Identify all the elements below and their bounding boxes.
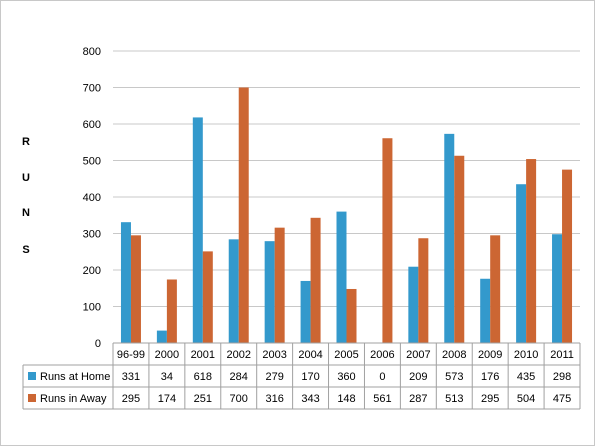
bar-runs-at-home [192, 117, 203, 344]
x-tick-label: 2002 [226, 349, 250, 361]
bar-runs-at-home [444, 133, 455, 343]
bar-runs-in-away [526, 159, 537, 343]
data-label: 279 [265, 371, 283, 383]
data-label: 209 [409, 371, 427, 383]
data-label: 287 [409, 393, 427, 405]
y-axis-label-letter: U [22, 172, 30, 184]
bar-runs-at-home [156, 330, 167, 343]
data-label: 298 [553, 371, 571, 383]
bar-runs-in-away [238, 87, 249, 343]
y-tick-label: 400 [83, 192, 101, 204]
y-tick-label: 800 [83, 46, 101, 58]
data-label: 284 [230, 371, 248, 383]
data-table: 96-99 2000 2001 2002 2003 2004 2005 2006 2007 200… [22, 342, 581, 410]
bar-runs-in-away [418, 238, 429, 343]
legend-label: Runs in Away [40, 393, 107, 405]
x-tick-label: 2000 [155, 349, 179, 361]
y-axis-label-letter: R [22, 136, 30, 148]
y-tick-label: 200 [83, 265, 101, 277]
data-label: 513 [445, 393, 463, 405]
bar-runs-in-away [490, 235, 501, 343]
data-label: 435 [517, 371, 535, 383]
y-axis-label: R U N S [22, 136, 30, 256]
data-label: 174 [158, 393, 176, 405]
bar-runs-in-away [202, 251, 213, 343]
bar-runs-in-away [166, 279, 177, 343]
bar-runs-at-home [264, 241, 275, 343]
data-label: 251 [194, 393, 212, 405]
data-label: 561 [373, 393, 391, 405]
y-tick-label: 300 [83, 229, 101, 241]
legend-swatch [28, 394, 36, 402]
x-tick-label: 2006 [370, 349, 394, 361]
data-label: 34 [161, 371, 173, 383]
data-label: 176 [481, 371, 499, 383]
data-label: 475 [553, 393, 571, 405]
data-label: 504 [517, 393, 535, 405]
bar-runs-at-home [336, 211, 347, 343]
data-label: 148 [337, 393, 355, 405]
y-tick-label: 700 [83, 83, 101, 95]
bar-runs-at-home [120, 222, 131, 343]
y-tick-label: 600 [83, 119, 101, 131]
legend-label: Runs at Home [40, 371, 110, 383]
x-tick-label: 2009 [478, 349, 502, 361]
data-label: 331 [122, 371, 140, 383]
legend-swatch [28, 372, 36, 380]
y-axis-label-letter: S [22, 244, 29, 256]
bar-runs-at-home [408, 266, 419, 343]
y-tick-label: 500 [83, 156, 101, 168]
bars [120, 87, 573, 344]
y-axis-ticks: 0 100 200 300 400 500 600 700 800 [83, 46, 101, 350]
x-tick-label: 2008 [442, 349, 466, 361]
data-label: 618 [194, 371, 212, 383]
x-tick-label: 2004 [298, 349, 322, 361]
bar-runs-in-away [454, 155, 465, 343]
bar-runs-in-away [382, 138, 393, 343]
x-tick-label: 2003 [262, 349, 286, 361]
data-label: 295 [481, 393, 499, 405]
x-tick-label: 2011 [550, 349, 574, 361]
data-label: 0 [379, 371, 385, 383]
data-label: 316 [265, 393, 283, 405]
bar-runs-in-away [346, 288, 357, 343]
data-label: 295 [122, 393, 140, 405]
x-tick-label: 2001 [191, 349, 215, 361]
bar-runs-in-away [130, 235, 141, 343]
bar-runs-at-home [480, 278, 491, 343]
data-label: 170 [301, 371, 319, 383]
data-label: 700 [230, 393, 248, 405]
bar-runs-in-away [310, 217, 321, 343]
bar-runs-in-away [562, 169, 573, 343]
bar-runs-at-home [516, 184, 527, 343]
x-tick-label: 96-99 [117, 349, 145, 361]
data-label: 343 [301, 393, 319, 405]
bar-runs-at-home [300, 280, 311, 343]
x-tick-label: 2005 [334, 349, 358, 361]
x-tick-label: 2007 [406, 349, 430, 361]
bar-runs-at-home [552, 234, 563, 343]
data-label: 573 [445, 371, 463, 383]
bar-runs-at-home [228, 239, 239, 343]
y-tick-label: 100 [83, 302, 101, 314]
y-axis-label-letter: N [22, 207, 30, 219]
bar-runs-in-away [274, 227, 285, 343]
data-label: 360 [337, 371, 355, 383]
x-tick-label: 2010 [514, 349, 538, 361]
y-tick-label: 0 [95, 338, 101, 350]
